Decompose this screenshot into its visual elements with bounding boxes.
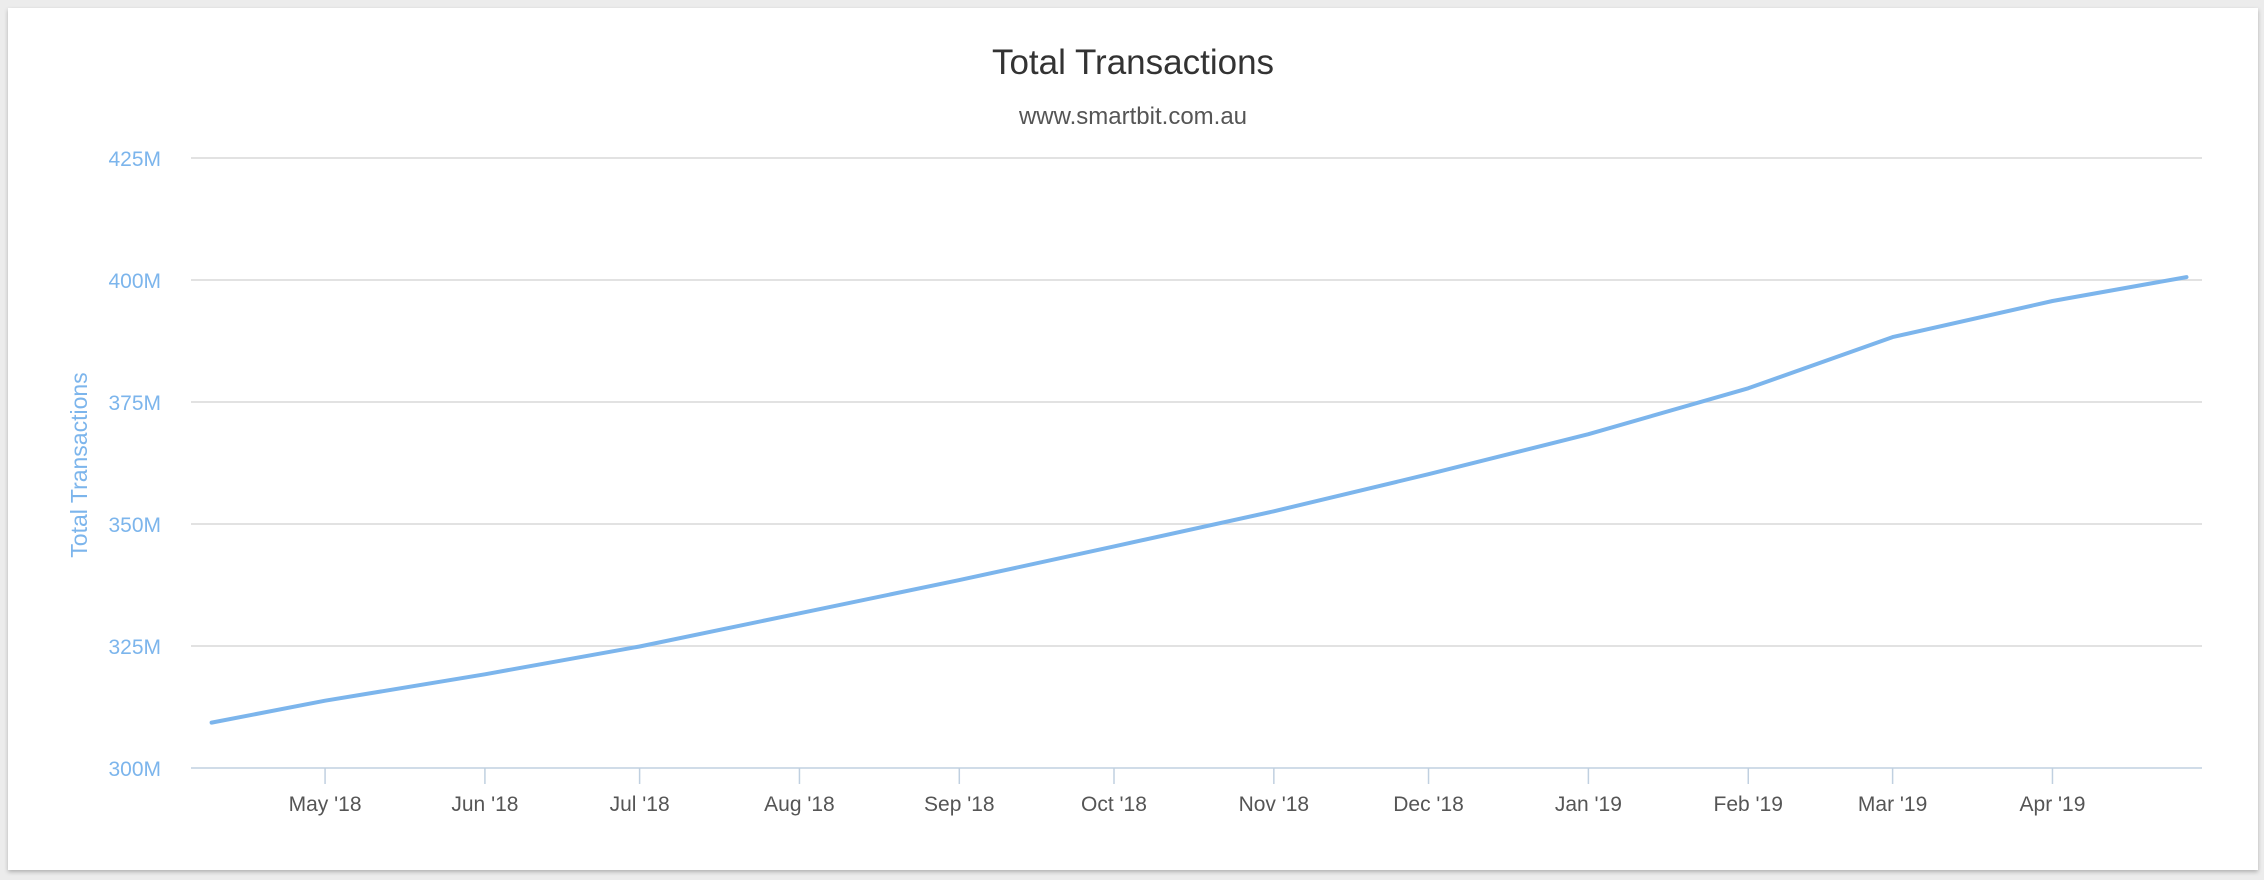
x-tick-label: Nov '18 (1239, 793, 1310, 816)
y-tick-label: 400M (108, 270, 161, 293)
y-tick-label: 350M (108, 514, 161, 537)
line-chart: Total Transactions www.smartbit.com.au T… (66, 43, 2202, 816)
chart-subtitle: www.smartbit.com.au (1018, 103, 1247, 130)
x-tick-label: Oct '18 (1081, 793, 1147, 816)
chart-card: Total Transactions www.smartbit.com.au T… (8, 8, 2258, 870)
x-tick-label: Feb '19 (1714, 793, 1783, 816)
y-axis-label: Total Transactions (66, 372, 92, 557)
x-tick-label: Jan '19 (1555, 793, 1622, 816)
y-tick-label: 375M (108, 392, 161, 415)
y-tick-label: 325M (108, 636, 161, 659)
x-tick-label: Jun '18 (451, 793, 518, 816)
x-tick-label: May '18 (289, 793, 362, 816)
x-tick-label: Apr '19 (2020, 793, 2086, 816)
x-tick-label: Dec '18 (1393, 793, 1464, 816)
x-tick-label: Sep '18 (924, 793, 995, 816)
series-line (209, 275, 2189, 725)
y-tick-label: 425M (108, 148, 161, 171)
x-tick-label: Aug '18 (764, 793, 835, 816)
x-tick-label: Jul '18 (610, 793, 670, 816)
chart-title: Total Transactions (992, 43, 1274, 82)
x-tick-label: Mar '19 (1858, 793, 1927, 816)
y-tick-label: 300M (108, 758, 161, 781)
